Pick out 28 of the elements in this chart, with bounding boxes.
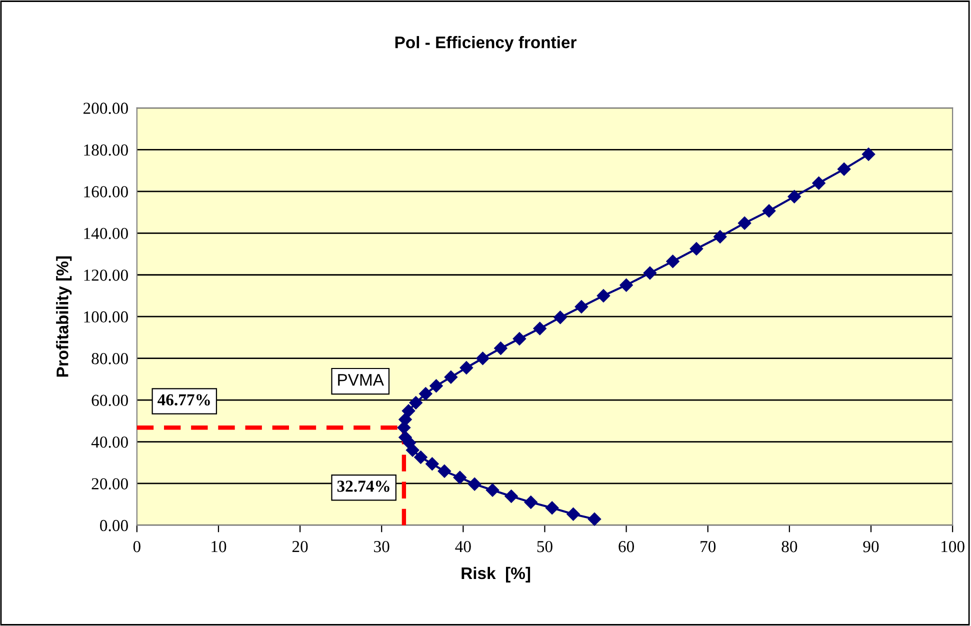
x-tick-label: 70 [700, 540, 716, 552]
x-tick-label: 0 [133, 540, 140, 552]
x-tick-label: 20 [292, 540, 308, 552]
chart-title: Pol - Efficiency frontier [395, 36, 576, 52]
y-tick-label: 180.00 [84, 144, 128, 156]
x-tick-label: 50 [537, 540, 552, 552]
x-tick-label: 100 [942, 540, 964, 552]
x-tick-label: 60 [618, 540, 634, 552]
x-tick-label: 10 [212, 540, 226, 552]
x-tick-label: 90 [863, 540, 879, 552]
x-tick-label: 80 [782, 540, 798, 552]
y-tick-label: 120.00 [84, 270, 128, 281]
x-axis-title: Risk [%] [462, 566, 530, 582]
y-axis-title: Profitability [%] [56, 256, 72, 377]
annotation: 46.77% [158, 394, 210, 406]
annotation: PVMA [338, 374, 384, 386]
y-tick-label: 0.00 [100, 520, 128, 532]
y-tick-label: 20.00 [92, 478, 128, 490]
y-tick-label: 200.00 [83, 102, 128, 114]
x-tick-label: 40 [455, 540, 471, 552]
y-tick-label: 100.00 [84, 311, 128, 323]
y-tick-label: 140.00 [84, 228, 128, 240]
y-tick-label: 60.00 [92, 394, 128, 406]
y-tick-label: 80.00 [92, 353, 128, 364]
annotation: 32.74% [337, 480, 390, 492]
y-tick-label: 160.00 [84, 186, 128, 198]
y-tick-label: 40.00 [91, 436, 128, 448]
x-tick-label: 30 [374, 540, 390, 552]
